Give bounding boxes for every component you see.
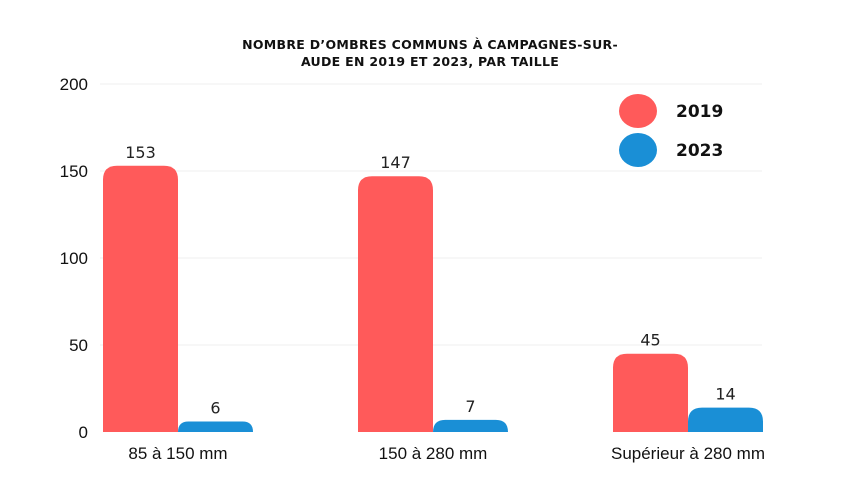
bar-2023-2 — [433, 419, 508, 432]
data-label: 147 — [380, 153, 411, 172]
chart-title-line-2: AUDE EN 2019 ET 2023, PAR TAILLE — [300, 54, 560, 69]
data-label: 6 — [210, 399, 220, 418]
data-label: 7 — [465, 397, 475, 416]
y-tick-label: 100 — [60, 249, 88, 268]
y-tick-label: 0 — [79, 423, 88, 442]
data-label: 153 — [125, 143, 156, 162]
legend-label-2019: 2019 — [676, 102, 723, 122]
bar-2023-1 — [178, 421, 253, 432]
y-axis-ticks: 0 50 100 150 200 — [60, 75, 88, 442]
y-tick-label: 50 — [69, 336, 88, 355]
data-label: 14 — [715, 385, 735, 404]
bar-2019-1 — [103, 165, 178, 432]
bar-2019-2 — [358, 176, 433, 432]
x-category-label: 85 à 150 mm — [128, 444, 227, 463]
legend: 2019 2023 — [619, 94, 723, 167]
y-tick-label: 200 — [60, 75, 88, 94]
legend-swatch-2023 — [619, 133, 657, 167]
chart-title: NOMBRE D’OMBRES COMMUNS À CAMPAGNES-SUR-… — [0, 36, 860, 70]
bar-2023-3 — [688, 407, 763, 432]
bars — [103, 165, 763, 432]
data-labels: 153 6 147 7 45 14 — [125, 143, 735, 418]
bar-2019-3 — [613, 353, 688, 432]
data-label: 45 — [640, 331, 660, 350]
x-category-label: 150 à 280 mm — [379, 444, 488, 463]
x-axis-categories: 85 à 150 mm 150 à 280 mm Supérieur à 280 m… — [128, 444, 765, 463]
legend-label-2023: 2023 — [676, 141, 723, 161]
x-category-label: Supérieur à 280 mm — [611, 444, 765, 463]
chart-title-line-1: NOMBRE D’OMBRES COMMUNS À CAMPAGNES-SUR- — [242, 37, 618, 52]
y-tick-label: 150 — [60, 162, 88, 181]
legend-swatch-2019 — [619, 94, 657, 128]
